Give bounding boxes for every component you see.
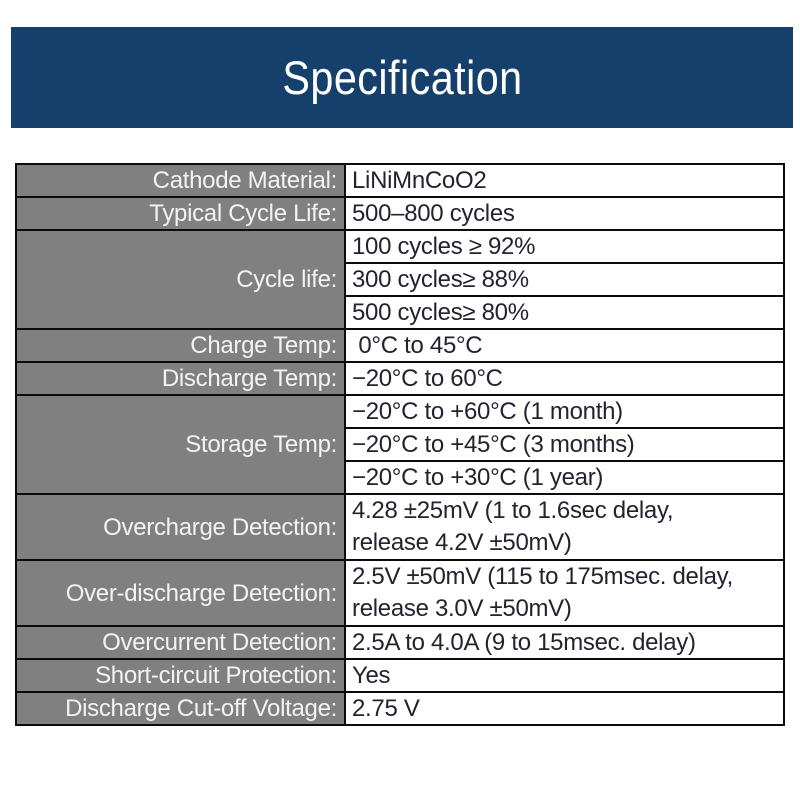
spec-value: −20°C to +60°C (1 month): [344, 394, 785, 429]
table-row: Short-circuit Protection: Yes: [15, 658, 785, 693]
spec-value: 2.5V ±50mV (115 to 175msec. delay, releas…: [344, 559, 785, 627]
spec-table-body: Cathode Material: LiNiMnCoO2 Typical Cycle…: [15, 163, 785, 726]
spec-label: Typical Cycle Life:: [15, 196, 346, 231]
spec-value: 500 cycles≥ 80%: [344, 295, 785, 330]
table-row: Overcurrent Detection: 2.5A to 4.0A (9 to…: [15, 625, 785, 660]
spec-value: −20°C to 60°C: [344, 361, 785, 396]
specification-table: Cathode Material: LiNiMnCoO2 Typical Cycle…: [15, 163, 785, 726]
spec-value: −20°C to +45°C (3 months): [344, 427, 785, 462]
table-row: Cycle life: 100 cycles ≥ 92%: [15, 229, 785, 330]
spec-value: 500–800 cycles: [344, 196, 785, 231]
spec-label: Discharge Temp:: [15, 361, 346, 396]
spec-label: Short-circuit Protection:: [15, 658, 346, 693]
spec-value: 300 cycles≥ 88%: [344, 262, 785, 297]
banner-title: Specification: [281, 51, 523, 104]
table-row: Storage Temp: −20°C to +60°C (1 month): [15, 394, 785, 495]
table-row: Typical Cycle Life: 500–800 cycles: [15, 196, 785, 231]
table-row: Overcharge Detection: 4.28 ±25mV (1 to 1.…: [15, 493, 785, 561]
spec-value: 100 cycles ≥ 92%: [344, 229, 785, 264]
spec-value: 4.28 ±25mV (1 to 1.6sec delay, release 4.…: [344, 493, 785, 561]
spec-value: Yes: [344, 658, 785, 693]
spec-value: 2.5A to 4.0A (9 to 15msec. delay): [344, 625, 785, 660]
spec-label: Discharge Cut-off Voltage:: [15, 691, 346, 726]
spec-value: LiNiMnCoO2: [344, 163, 785, 198]
spec-label: Cycle life:: [15, 229, 346, 330]
spec-value: 0°C to 45°C: [344, 328, 785, 363]
table-row: Discharge Cut-off Voltage: 2.75 V: [15, 691, 785, 726]
table-row: 500 cycles≥ 80%: [16, 295, 785, 330]
spec-value: −20°C to +30°C (1 year): [344, 460, 785, 495]
table-row: 300 cycles≥ 88%: [16, 262, 785, 297]
table-row: Discharge Temp: −20°C to 60°C: [15, 361, 785, 396]
spec-label: Charge Temp:: [15, 328, 346, 363]
table-row: Charge Temp: 0°C to 45°C: [15, 328, 785, 363]
spec-label: Overcharge Detection:: [15, 493, 346, 561]
table-row: Cathode Material: LiNiMnCoO2: [15, 163, 785, 198]
table-row: Over-discharge Detection: 2.5V ±50mV (115…: [15, 559, 785, 627]
specification-banner: Specification: [11, 27, 793, 128]
spec-label: Storage Temp:: [15, 394, 346, 495]
table-row: −20°C to +30°C (1 year): [16, 460, 785, 495]
spec-label: Overcurrent Detection:: [15, 625, 346, 660]
spec-value: 2.75 V: [344, 691, 785, 726]
table-row: −20°C to +45°C (3 months): [16, 427, 785, 462]
spec-label: Cathode Material:: [15, 163, 346, 198]
spec-label: Over-discharge Detection:: [15, 559, 346, 627]
